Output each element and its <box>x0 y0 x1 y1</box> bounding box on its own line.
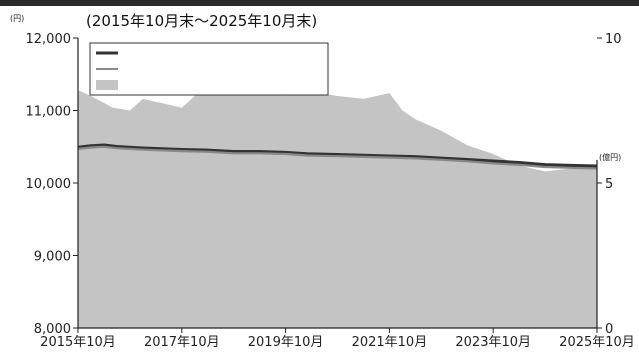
y-right-tick-label: 10 <box>605 32 622 47</box>
legend-swatch-2 <box>96 80 118 90</box>
legend <box>89 42 329 96</box>
chart-period-note: (2015年10月末～2025年10月末) <box>86 12 317 30</box>
y-right-tick-label: 5 <box>605 177 613 192</box>
left-axis-unit: (円) <box>10 14 24 23</box>
x-tick-label: 2015年10月 <box>40 335 116 350</box>
series-1-line <box>77 145 598 170</box>
series-0-line <box>77 143 598 169</box>
y-left-tick-label: 10,000 <box>26 177 72 192</box>
x-tick-label: 2025年10月 <box>559 335 635 350</box>
x-tick-label: 2023年10月 <box>455 335 531 350</box>
right-axis-unit: (億円) <box>599 152 621 162</box>
legend-box <box>89 42 329 96</box>
series-2-area <box>78 75 597 328</box>
y-left-tick-label: 12,000 <box>26 32 72 47</box>
x-tick-label: 2017年10月 <box>144 335 220 350</box>
y-left-tick-label: 11,000 <box>26 105 72 120</box>
axes: 8,000 9,000 10,000 11,000 12,000 0 5 10 (億円) 2015… <box>26 32 635 350</box>
y-left-tick-label: 8,000 <box>34 322 71 337</box>
y-left-tick-label: 9,000 <box>34 250 71 265</box>
y-right-tick-label: 0 <box>605 322 613 337</box>
plot-area <box>77 75 598 328</box>
top-frame-bar <box>0 0 639 6</box>
x-tick-label: 2021年10月 <box>352 335 428 350</box>
x-tick-label: 2019年10月 <box>248 335 324 350</box>
